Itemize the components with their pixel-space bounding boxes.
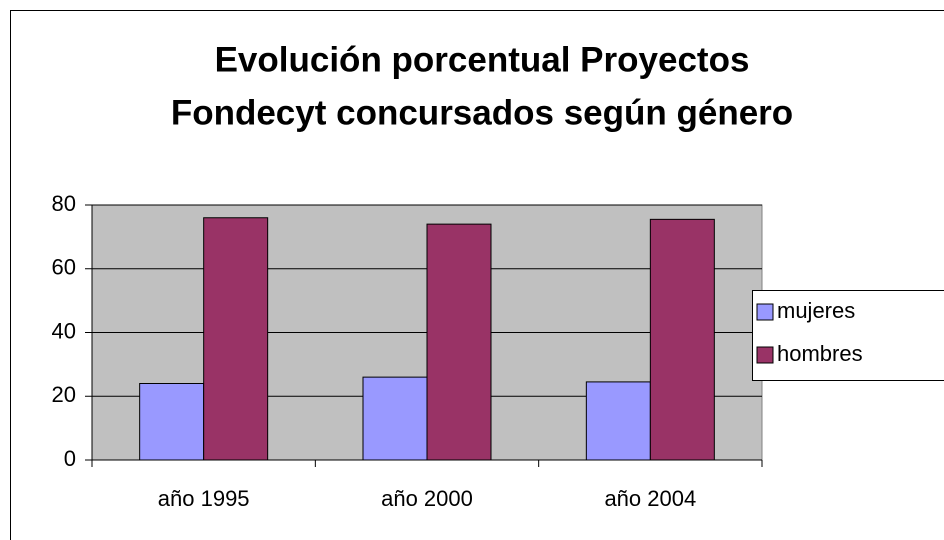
y-tick-label: 0	[64, 446, 76, 471]
x-tick-label: año 2000	[381, 486, 473, 511]
y-tick-label: 20	[52, 382, 76, 407]
bar	[426, 223, 492, 461]
legend-label: hombres	[777, 341, 863, 366]
chart-title: Evolución porcentual Proyectos	[215, 40, 750, 79]
x-tick-label: año 1995	[158, 486, 250, 511]
chart-title: Fondecyt concursados según género	[171, 93, 793, 132]
y-tick-label: 80	[52, 191, 76, 216]
bar	[203, 217, 269, 461]
legend	[752, 290, 944, 381]
bar	[649, 218, 715, 461]
x-tick-label: año 2004	[604, 486, 696, 511]
y-tick-label: 60	[52, 255, 76, 280]
y-tick-label: 40	[52, 318, 76, 343]
legend-swatch	[756, 346, 774, 364]
bar	[139, 383, 205, 461]
bar	[585, 381, 651, 461]
bar	[362, 376, 428, 461]
legend-swatch	[756, 303, 774, 321]
legend-label: mujeres	[777, 298, 855, 323]
